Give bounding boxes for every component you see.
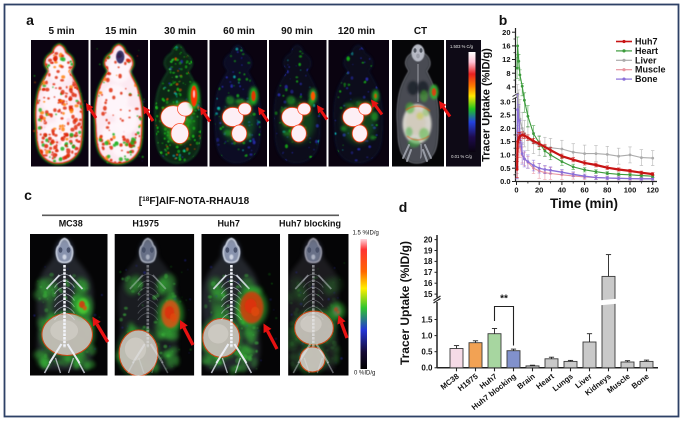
svg-text:0.0: 0.0 bbox=[421, 364, 433, 373]
svg-text:Huh7: Huh7 bbox=[635, 37, 658, 47]
svg-text:12: 12 bbox=[502, 55, 510, 64]
svg-text:120 min: 120 min bbox=[338, 26, 375, 37]
svg-text:0: 0 bbox=[514, 186, 518, 195]
svg-text:60 min: 60 min bbox=[223, 26, 255, 37]
svg-text:Liver: Liver bbox=[635, 55, 657, 65]
svg-text:30 min: 30 min bbox=[164, 26, 196, 37]
svg-text:5 min: 5 min bbox=[48, 26, 74, 37]
svg-text:15 min: 15 min bbox=[105, 26, 137, 37]
svg-text:8: 8 bbox=[506, 69, 510, 78]
svg-text:d: d bbox=[399, 199, 408, 215]
svg-text:2.0: 2.0 bbox=[500, 124, 510, 133]
svg-text:Tracer Uptake (%ID/g): Tracer Uptake (%ID/g) bbox=[481, 48, 493, 162]
svg-text:90 min: 90 min bbox=[281, 26, 313, 37]
svg-text:3.0: 3.0 bbox=[500, 97, 510, 106]
svg-text:H1975: H1975 bbox=[132, 219, 159, 229]
svg-text:120: 120 bbox=[646, 186, 659, 195]
svg-text:1.5: 1.5 bbox=[421, 315, 433, 324]
svg-text:20: 20 bbox=[424, 235, 433, 244]
svg-text:0.5: 0.5 bbox=[421, 348, 433, 357]
svg-text:4: 4 bbox=[506, 83, 511, 92]
svg-text:c: c bbox=[24, 187, 32, 203]
svg-text:20: 20 bbox=[535, 186, 543, 195]
svg-text:**: ** bbox=[500, 294, 508, 305]
svg-text:16: 16 bbox=[502, 42, 510, 51]
svg-text:0.0: 0.0 bbox=[500, 177, 510, 186]
svg-text:b: b bbox=[499, 12, 508, 28]
svg-text:16: 16 bbox=[424, 279, 433, 288]
svg-text:[18F]AlF-NOTA-RHAU18: [18F]AlF-NOTA-RHAU18 bbox=[139, 196, 250, 208]
svg-text:1.0: 1.0 bbox=[421, 331, 433, 340]
svg-text:0.5: 0.5 bbox=[500, 164, 510, 173]
svg-text:100: 100 bbox=[624, 186, 637, 195]
svg-text:CT: CT bbox=[414, 26, 427, 37]
svg-text:80: 80 bbox=[603, 186, 611, 195]
svg-text:Huh7: Huh7 bbox=[217, 219, 240, 229]
svg-text:40: 40 bbox=[558, 186, 566, 195]
svg-text:0.01 % C/g: 0.01 % C/g bbox=[451, 154, 472, 159]
svg-text:20: 20 bbox=[502, 28, 510, 37]
svg-text:1.5 %ID/g: 1.5 %ID/g bbox=[353, 231, 379, 237]
svg-text:18: 18 bbox=[424, 257, 433, 266]
svg-text:MC38: MC38 bbox=[59, 219, 83, 229]
svg-text:Huh7 blocking: Huh7 blocking bbox=[279, 219, 341, 229]
svg-text:19: 19 bbox=[424, 246, 433, 255]
svg-text:Time (min): Time (min) bbox=[550, 196, 618, 211]
svg-text:1.5: 1.5 bbox=[500, 137, 510, 146]
svg-text:2.5: 2.5 bbox=[500, 111, 510, 120]
svg-text:17: 17 bbox=[424, 268, 433, 277]
svg-text:Muscle: Muscle bbox=[635, 65, 666, 75]
svg-text:1.503 % C/g: 1.503 % C/g bbox=[450, 44, 474, 49]
svg-text:15: 15 bbox=[424, 290, 433, 299]
svg-text:60: 60 bbox=[580, 186, 588, 195]
svg-text:0 %ID/g: 0 %ID/g bbox=[354, 371, 375, 377]
svg-text:Heart: Heart bbox=[635, 46, 658, 56]
svg-text:Bone: Bone bbox=[635, 74, 658, 84]
svg-text:a: a bbox=[26, 12, 34, 28]
svg-text:1.0: 1.0 bbox=[500, 151, 510, 160]
svg-text:Tracer Uptake (%ID/g): Tracer Uptake (%ID/g) bbox=[398, 241, 412, 365]
